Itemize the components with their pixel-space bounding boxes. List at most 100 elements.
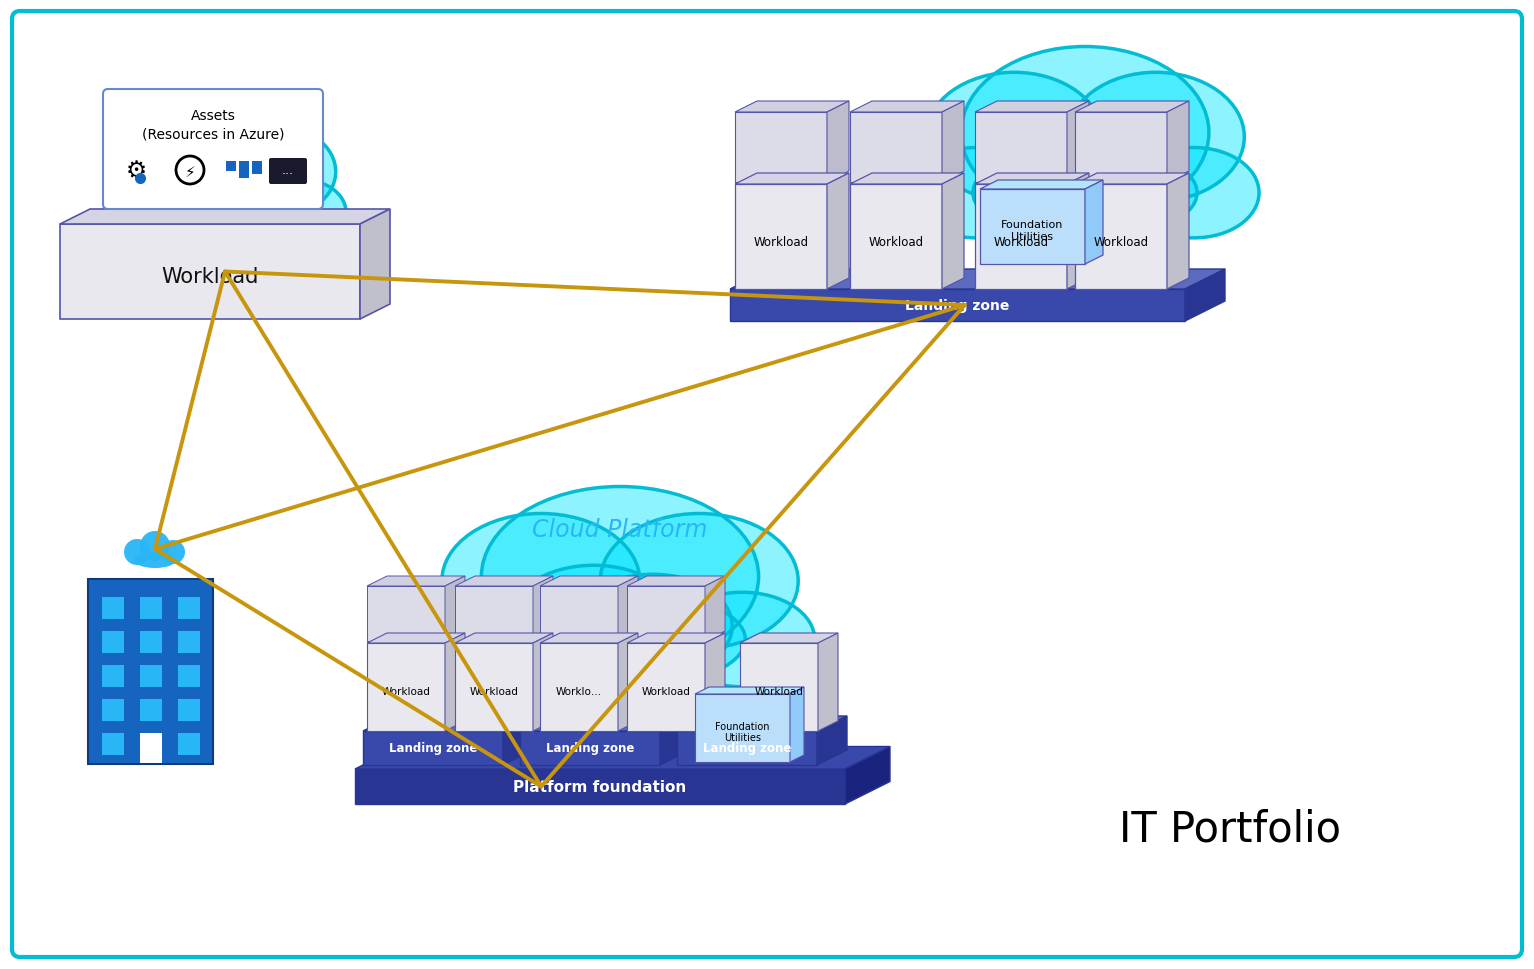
- Polygon shape: [532, 634, 552, 732]
- Polygon shape: [1167, 173, 1189, 290]
- Text: Landing zone: Landing zone: [546, 741, 634, 755]
- Ellipse shape: [147, 178, 302, 247]
- Ellipse shape: [973, 146, 1197, 240]
- Polygon shape: [367, 577, 465, 586]
- Bar: [101, 700, 124, 721]
- Ellipse shape: [508, 566, 680, 678]
- Text: Workload: Workload: [755, 687, 804, 697]
- Polygon shape: [942, 173, 963, 290]
- Polygon shape: [540, 577, 638, 586]
- Ellipse shape: [1043, 131, 1186, 230]
- Polygon shape: [942, 102, 963, 183]
- Polygon shape: [618, 634, 638, 732]
- Polygon shape: [735, 112, 827, 183]
- Ellipse shape: [133, 552, 176, 569]
- Polygon shape: [364, 716, 532, 732]
- Bar: [178, 597, 199, 619]
- Polygon shape: [980, 190, 1085, 265]
- Bar: [225, 162, 236, 172]
- Polygon shape: [627, 577, 726, 586]
- Polygon shape: [445, 577, 465, 641]
- Ellipse shape: [482, 487, 759, 667]
- Text: Workload: Workload: [382, 687, 431, 697]
- Ellipse shape: [140, 531, 170, 561]
- Ellipse shape: [442, 514, 640, 649]
- Polygon shape: [540, 634, 638, 643]
- Text: Foundation
Utilities: Foundation Utilities: [715, 721, 770, 742]
- Ellipse shape: [925, 74, 1103, 203]
- Text: Landing zone: Landing zone: [703, 741, 792, 755]
- Ellipse shape: [124, 540, 150, 566]
- Text: Workload: Workload: [161, 267, 259, 287]
- Polygon shape: [735, 173, 848, 185]
- Polygon shape: [367, 586, 445, 641]
- Bar: [140, 597, 163, 619]
- Text: Cloud Platform: Cloud Platform: [532, 517, 707, 542]
- Polygon shape: [456, 586, 532, 641]
- Polygon shape: [367, 634, 465, 643]
- Ellipse shape: [1129, 148, 1259, 238]
- Polygon shape: [618, 577, 638, 641]
- Polygon shape: [850, 173, 963, 185]
- Polygon shape: [980, 181, 1103, 190]
- Polygon shape: [1085, 181, 1103, 265]
- Text: Foundation
Utilities: Foundation Utilities: [1002, 220, 1063, 242]
- Bar: [252, 162, 262, 174]
- Ellipse shape: [962, 47, 1209, 219]
- Bar: [239, 162, 249, 179]
- Ellipse shape: [213, 126, 336, 219]
- Text: Workload: Workload: [641, 687, 690, 697]
- Text: ⚙: ⚙: [126, 159, 147, 183]
- Polygon shape: [676, 716, 847, 732]
- Bar: [178, 700, 199, 721]
- Text: Workload: Workload: [753, 236, 808, 249]
- Polygon shape: [360, 209, 390, 320]
- Polygon shape: [1184, 269, 1226, 322]
- Polygon shape: [367, 643, 445, 732]
- Polygon shape: [520, 716, 690, 732]
- Polygon shape: [976, 173, 1089, 185]
- Polygon shape: [676, 732, 818, 766]
- Bar: [140, 632, 163, 653]
- Polygon shape: [503, 716, 532, 766]
- Ellipse shape: [600, 514, 798, 649]
- Bar: [101, 666, 124, 687]
- Bar: [140, 700, 163, 721]
- Polygon shape: [354, 747, 890, 769]
- Polygon shape: [739, 634, 838, 643]
- Text: Assets
(Resources in Azure): Assets (Resources in Azure): [141, 109, 284, 141]
- Polygon shape: [627, 643, 706, 732]
- Bar: [178, 632, 199, 653]
- Polygon shape: [850, 102, 963, 112]
- Polygon shape: [1075, 112, 1167, 183]
- Polygon shape: [976, 102, 1089, 112]
- Text: ...: ...: [282, 165, 295, 177]
- FancyBboxPatch shape: [103, 90, 324, 209]
- Polygon shape: [456, 643, 532, 732]
- Polygon shape: [354, 769, 845, 804]
- Bar: [178, 666, 199, 687]
- Polygon shape: [827, 102, 848, 183]
- Polygon shape: [790, 687, 804, 763]
- Polygon shape: [456, 634, 552, 643]
- Polygon shape: [540, 586, 618, 641]
- Polygon shape: [60, 225, 360, 320]
- Polygon shape: [739, 643, 818, 732]
- Bar: [140, 666, 163, 687]
- Bar: [140, 734, 163, 764]
- Text: Workload: Workload: [469, 687, 518, 697]
- Text: Landing zone: Landing zone: [388, 741, 477, 755]
- Polygon shape: [1075, 173, 1189, 185]
- Text: Worklo…: Worklo…: [555, 687, 603, 697]
- Polygon shape: [976, 185, 1068, 290]
- Text: IT Portfolio: IT Portfolio: [1118, 808, 1341, 850]
- Ellipse shape: [161, 541, 186, 564]
- Polygon shape: [627, 586, 706, 641]
- Ellipse shape: [1068, 74, 1244, 203]
- Ellipse shape: [155, 162, 262, 239]
- Polygon shape: [818, 634, 838, 732]
- Polygon shape: [827, 173, 848, 290]
- Bar: [87, 579, 213, 765]
- Polygon shape: [818, 716, 847, 766]
- Ellipse shape: [256, 180, 347, 245]
